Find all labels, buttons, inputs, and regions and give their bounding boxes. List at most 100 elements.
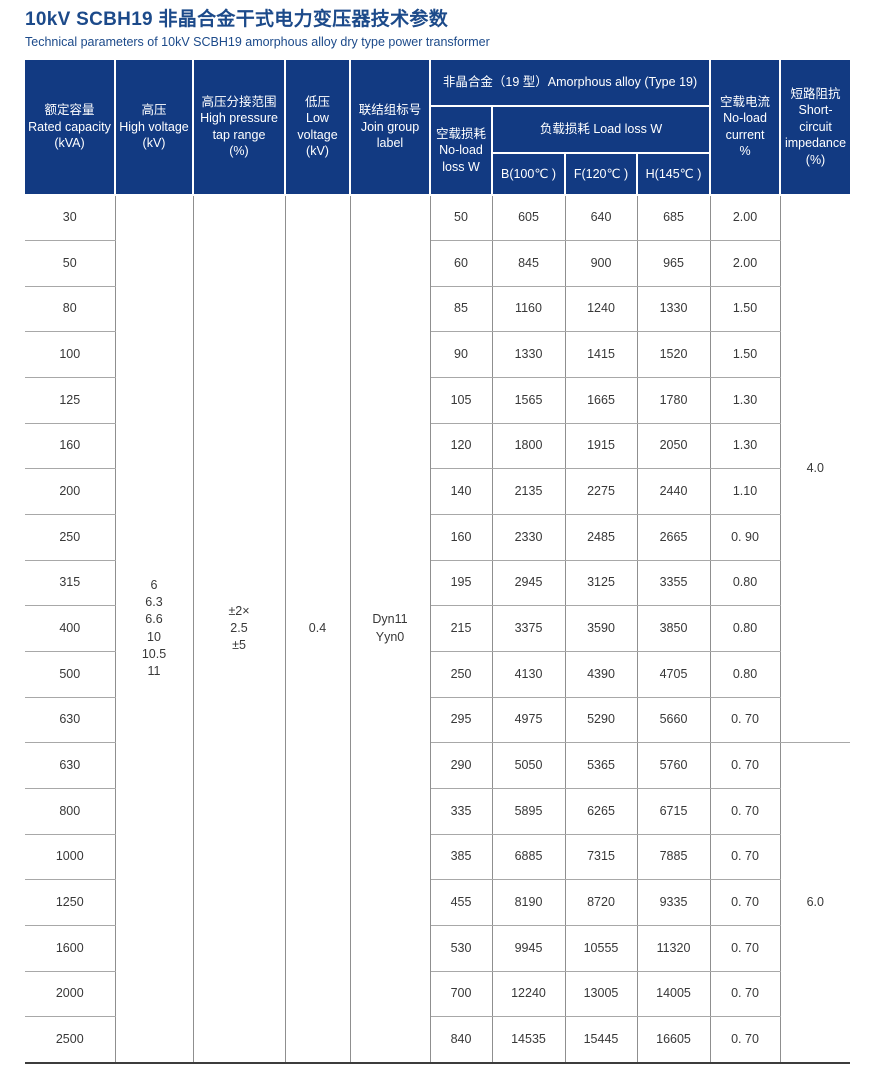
cell-load-loss-b: 5050 xyxy=(492,742,566,790)
table-row: 80 85 1160 1240 1330 1.50 xyxy=(25,286,850,333)
cell-load-loss-f: 3125 xyxy=(565,560,638,607)
cell-load-loss-f: 3590 xyxy=(565,605,638,653)
cell-no-load-current: 2.00 xyxy=(710,194,781,241)
cell-no-load-current: 1.50 xyxy=(710,331,781,378)
cell-load-loss-f: 2275 xyxy=(565,468,638,515)
cell-load-loss-b: 4130 xyxy=(492,651,566,698)
cell-no-load-current: 0. 70 xyxy=(710,834,781,881)
cell-capacity: 800 xyxy=(25,788,116,835)
cell-no-load-current: 0.80 xyxy=(710,560,781,607)
cell-load-loss-b: 4975 xyxy=(492,697,566,744)
cell-no-load-loss: 195 xyxy=(430,560,493,607)
cell-capacity: 125 xyxy=(25,377,116,424)
table-row: 630 295 4975 5290 5660 0. 70 xyxy=(25,697,850,744)
cell-load-loss-h: 2665 xyxy=(637,514,711,561)
table-row: 400 215 3375 3590 3850 0.80 xyxy=(25,605,850,653)
cell-capacity: 80 xyxy=(25,286,116,333)
header-low-voltage: 低压 Low voltage (kV) xyxy=(284,59,351,196)
cell-load-loss-b: 2945 xyxy=(492,560,566,607)
cell-no-load-loss: 215 xyxy=(430,605,493,653)
cell-load-loss-h: 3355 xyxy=(637,560,711,607)
cell-no-load-loss: 385 xyxy=(430,834,493,881)
cell-load-loss-b: 1800 xyxy=(492,423,566,470)
cell-capacity: 250 xyxy=(25,514,116,561)
cell-no-load-loss: 250 xyxy=(430,651,493,698)
cell-load-loss-f: 5365 xyxy=(565,742,638,790)
cell-capacity: 2500 xyxy=(25,1016,116,1064)
table-row: 125 105 1565 1665 1780 1.30 xyxy=(25,377,850,424)
cell-load-loss-b: 1565 xyxy=(492,377,566,424)
cell-load-loss-b: 5895 xyxy=(492,788,566,835)
cell-load-loss-b: 845 xyxy=(492,240,566,287)
cell-high-voltage: 6 6.3 6.6 10 10.5 11 xyxy=(115,194,194,1063)
cell-load-loss-h: 1330 xyxy=(637,286,711,333)
cell-no-load-current: 1.30 xyxy=(710,423,781,470)
table-row: 160 120 1800 1915 2050 1.30 xyxy=(25,423,850,470)
cell-capacity: 630 xyxy=(25,742,116,790)
cell-short-circuit-impedance: 6.0 xyxy=(806,894,824,909)
cell-no-load-loss: 85 xyxy=(430,286,493,333)
cell-no-load-current: 0. 70 xyxy=(710,971,781,1018)
cell-no-load-loss: 840 xyxy=(430,1016,493,1064)
cell-load-loss-h: 16605 xyxy=(637,1016,711,1064)
table-row: 315 195 2945 3125 3355 0.80 xyxy=(25,560,850,607)
header-join-group: 联结组标号 Join group label xyxy=(349,59,431,196)
cell-no-load-current: 0. 70 xyxy=(710,697,781,744)
cell-no-load-loss: 60 xyxy=(430,240,493,287)
table-body: 30 6 6.3 6.6 10 10.5 11 ±2× 2.5 ±5 0.4 Dyn11… xyxy=(25,194,851,1064)
table-row: 500 250 4130 4390 4705 0.80 xyxy=(25,651,850,698)
cell-load-loss-b: 2330 xyxy=(492,514,566,561)
header-high-voltage: 高压 High voltage (kV) xyxy=(114,59,194,196)
cell-load-loss-f: 4390 xyxy=(565,651,638,698)
cell-load-loss-h: 4705 xyxy=(637,651,711,698)
cell-load-loss-h: 2050 xyxy=(637,423,711,470)
cell-load-loss-h: 3850 xyxy=(637,605,711,653)
cell-load-loss-h: 1780 xyxy=(637,377,711,424)
header-amorphous-group: 非晶合金（19 型）Amorphous alloy (Type 19) xyxy=(428,59,712,107)
cell-no-load-loss: 295 xyxy=(430,697,493,744)
cell-no-load-current: 0.80 xyxy=(710,605,781,653)
cell-capacity: 50 xyxy=(25,240,116,287)
cell-no-load-loss: 90 xyxy=(430,331,493,378)
page-title: 10kV SCBH19 非晶合金干式电力变压器技术参数 xyxy=(25,9,449,30)
cell-load-loss-f: 10555 xyxy=(565,925,638,972)
cell-no-load-current: 1.50 xyxy=(710,286,781,333)
cell-no-load-loss: 455 xyxy=(430,879,493,927)
table-row: 2500 840 14535 15445 16605 0. 70 xyxy=(25,1016,850,1064)
cell-no-load-current: 0. 70 xyxy=(710,742,781,790)
cell-load-loss-f: 2485 xyxy=(565,514,638,561)
cell-no-load-current: 0.80 xyxy=(710,651,781,698)
table-row: 250 160 2330 2485 2665 0. 90 xyxy=(25,514,850,561)
cell-capacity: 1600 xyxy=(25,925,116,972)
cell-no-load-current: 0. 70 xyxy=(710,925,781,972)
cell-load-loss-f: 900 xyxy=(565,240,638,287)
cell-load-loss-h: 5760 xyxy=(637,742,711,790)
cell-load-loss-h: 14005 xyxy=(637,971,711,1018)
header-load-loss-b: B(100℃ ) xyxy=(491,151,566,196)
table-row: 200 140 2135 2275 2440 1.10 xyxy=(25,468,850,515)
header-no-load-current: 空载电流 No-load current % xyxy=(709,59,782,196)
cell-load-loss-h: 7885 xyxy=(637,834,711,881)
header-rated-capacity: 额定容量 Rated capacity (kVA) xyxy=(25,59,116,196)
cell-no-load-current: 1.30 xyxy=(710,377,781,424)
cell-load-loss-h: 9335 xyxy=(637,879,711,927)
cell-load-loss-f: 6265 xyxy=(565,788,638,835)
cell-capacity: 200 xyxy=(25,468,116,515)
cell-load-loss-h: 965 xyxy=(637,240,711,287)
cell-no-load-current: 0. 70 xyxy=(710,879,781,927)
cell-capacity: 100 xyxy=(25,331,116,378)
cell-load-loss-f: 1415 xyxy=(565,331,638,378)
table-header: 额定容量 Rated capacity (kVA) 高压 High voltag… xyxy=(25,59,851,196)
cell-no-load-loss: 50 xyxy=(430,194,493,241)
cell-load-loss-b: 12240 xyxy=(492,971,566,1018)
cell-load-loss-f: 15445 xyxy=(565,1016,638,1064)
cell-load-loss-f: 1915 xyxy=(565,423,638,470)
cell-no-load-current: 0. 70 xyxy=(710,1016,781,1064)
cell-load-loss-b: 8190 xyxy=(492,879,566,927)
cell-load-loss-h: 5660 xyxy=(637,697,711,744)
cell-load-loss-h: 11320 xyxy=(637,925,711,972)
cell-load-loss-b: 3375 xyxy=(492,605,566,653)
header-no-load-loss: 空载损耗 No-load loss W xyxy=(429,104,493,196)
cell-no-load-current: 1.10 xyxy=(710,468,781,515)
